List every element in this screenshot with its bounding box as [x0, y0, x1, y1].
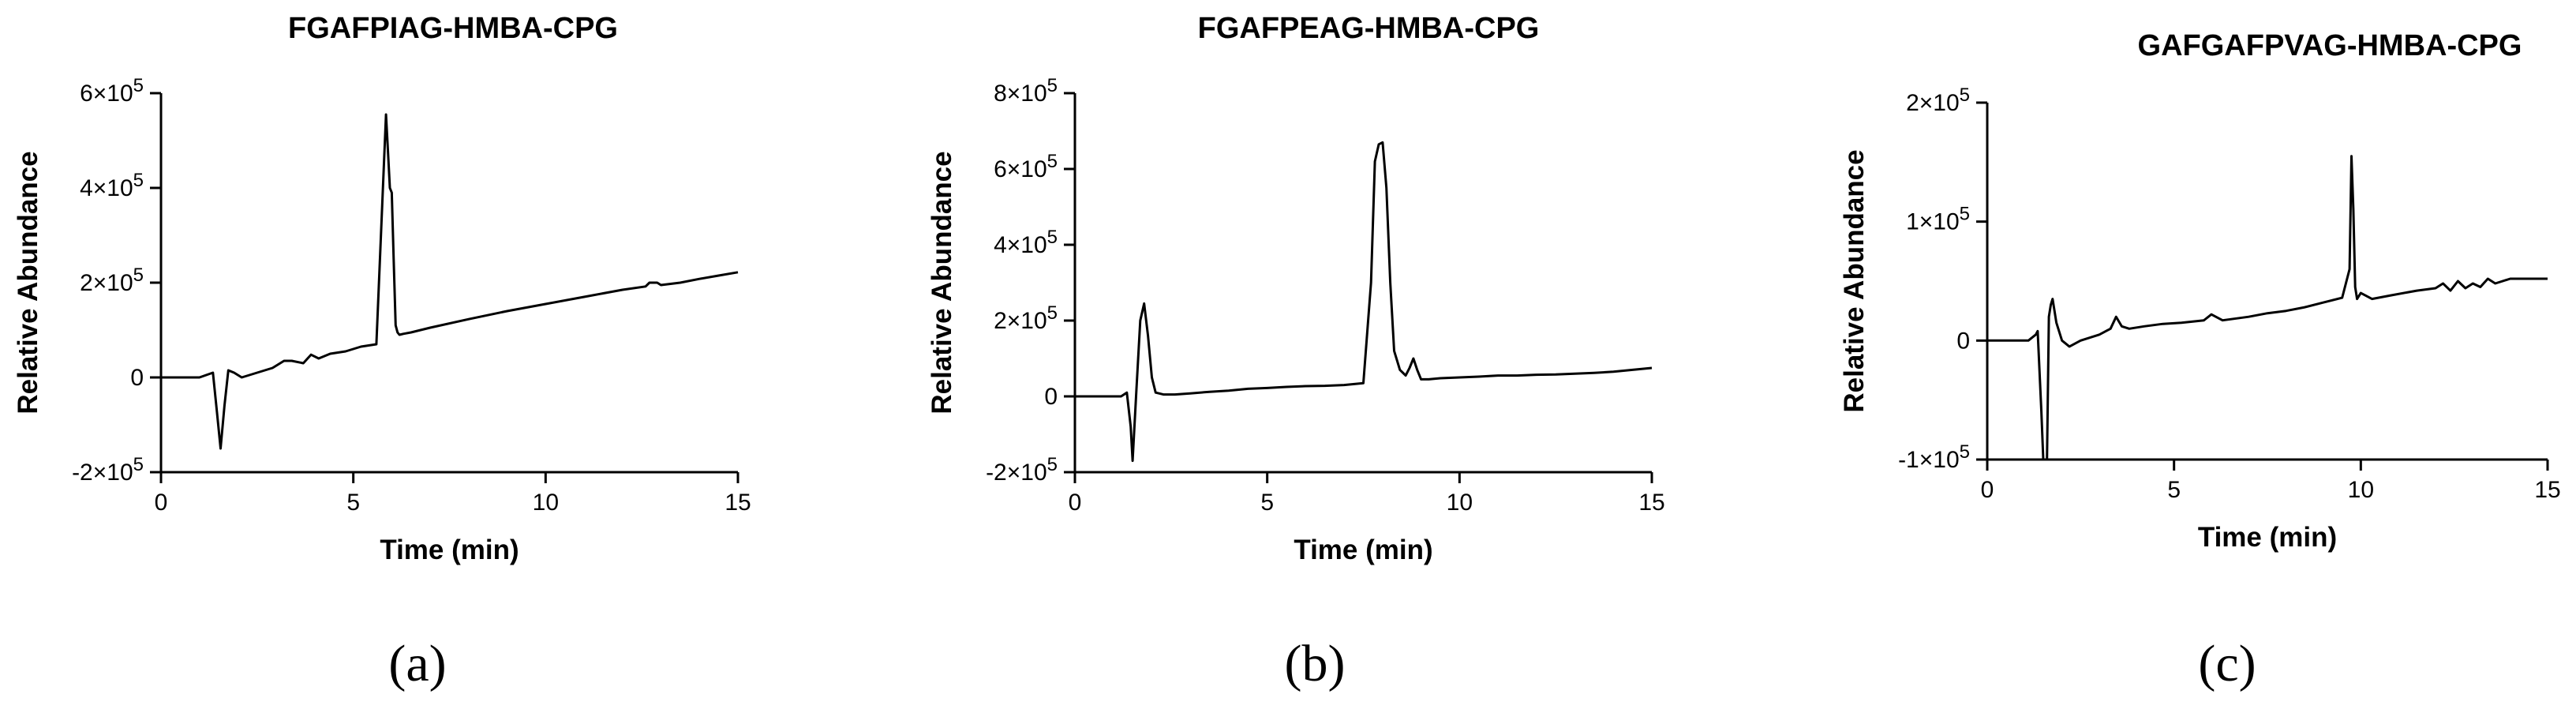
y-tick-label: 2×105	[1906, 84, 1970, 116]
y-tick-label: 6×105	[80, 75, 144, 107]
y-axis-label: Relative Abundance	[13, 151, 43, 414]
chart-panel-3: GAFGAFPVAG-HMBA-CPG -1×105 0 1×105 2×105 0 5 10…	[1839, 29, 2561, 692]
chart-title: FGAFPIAG-HMBA-CPG	[288, 12, 618, 45]
x-tick-label: 10	[2348, 477, 2374, 503]
x-tick-label: 0	[1981, 477, 1994, 503]
y-tick-label: 2×105	[80, 265, 144, 296]
panel-label: (a)	[388, 635, 446, 692]
panel-label: (b)	[1285, 635, 1346, 692]
y-tick-label: -1×105	[1898, 441, 1970, 473]
x-tick-label: 0	[155, 490, 168, 516]
y-tick-label: 2×105	[994, 302, 1058, 334]
y-tick-label: -2×105	[986, 454, 1058, 486]
x-axis-label: Time (min)	[2198, 522, 2337, 553]
y-tick-label: -2×105	[72, 454, 144, 486]
x-tick-label: 10	[1447, 490, 1473, 516]
chart-title: FGAFPEAG-HMBA-CPG	[1198, 12, 1540, 45]
x-tick-label: 10	[533, 490, 559, 516]
y-tick-label: 0	[130, 365, 144, 391]
x-tick-label: 15	[2534, 477, 2560, 503]
x-tick-label: 5	[1260, 490, 1274, 516]
series-line-1	[1075, 141, 1653, 463]
panel-label: (c)	[2198, 635, 2256, 692]
chart-title: GAFGAFPVAG-HMBA-CPG	[2138, 29, 2522, 62]
chart-panel-1: FGAFPIAG-HMBA-CPG -2×105 0 2×105 4×105 6×105 0…	[13, 12, 751, 692]
y-tick-label: 4×105	[80, 170, 144, 201]
y-tick-label: 0	[1044, 384, 1058, 410]
y-tick-label: 0	[1956, 328, 1970, 354]
x-tick-label: 0	[1069, 490, 1082, 516]
series-line-1	[1987, 155, 2548, 460]
y-tick-label: 1×105	[1906, 204, 1970, 235]
x-tick-label: 15	[724, 490, 751, 516]
y-axis-label: Relative Abundance	[1839, 149, 1870, 412]
y-tick-label: 4×105	[994, 227, 1058, 258]
x-tick-label: 5	[2167, 477, 2181, 503]
x-axis-label: Time (min)	[380, 535, 519, 565]
y-tick-label: 8×105	[994, 75, 1058, 107]
x-tick-label: 5	[346, 490, 360, 516]
y-tick-label: 6×105	[994, 151, 1058, 182]
series-line-1	[161, 113, 739, 450]
y-axis-label: Relative Abundance	[927, 151, 957, 414]
x-tick-label: 15	[1638, 490, 1664, 516]
x-axis-label: Time (min)	[1294, 535, 1432, 565]
chart-panel-2: FGAFPEAG-HMBA-CPG -2×105 0 2×105 4×105 6×105 8…	[927, 12, 1665, 692]
